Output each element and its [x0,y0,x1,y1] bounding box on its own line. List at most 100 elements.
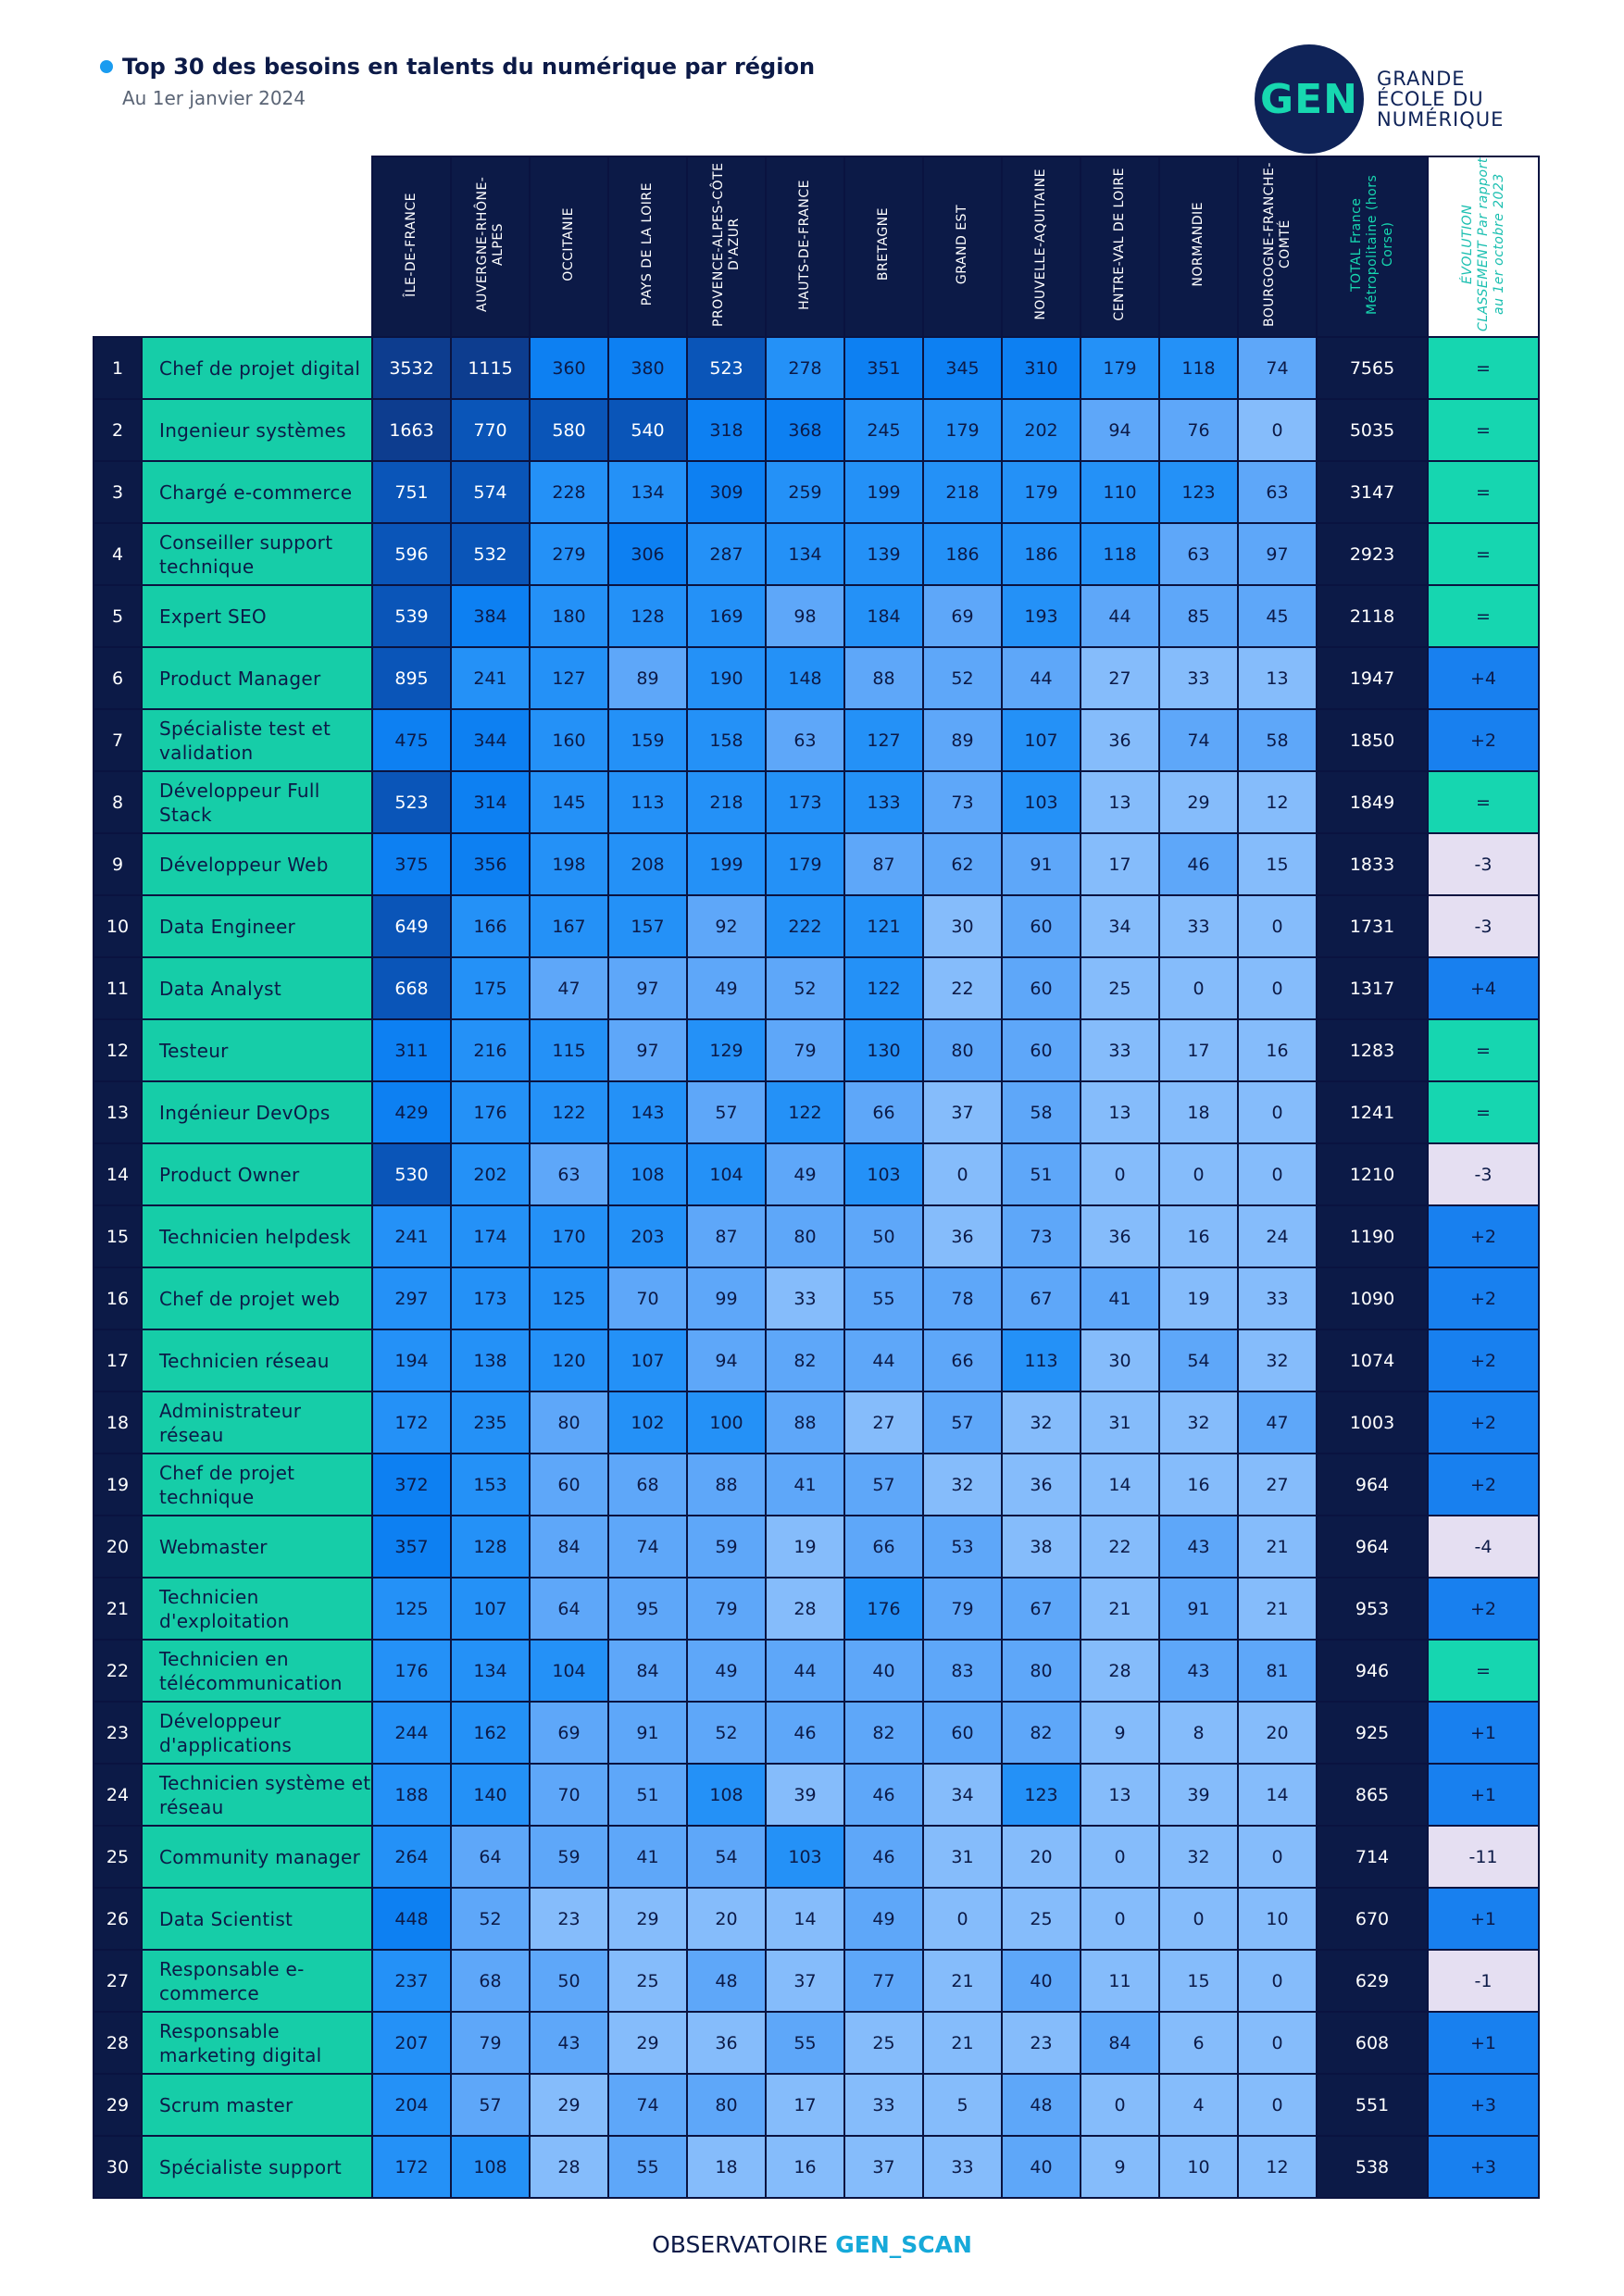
page-title: Top 30 des besoins en talents du numériq… [122,54,816,80]
job-title-cell: Webmaster [141,1515,373,1578]
table-row: 25 Community manager 264 64 59 41 54 103 46 31 20 0… [93,1825,1540,1889]
evolution-cell: -3 [1427,1142,1540,1206]
region-value-cell: 318 [686,398,767,462]
region-value-cell: 30 [922,894,1003,958]
region-value-cell: 13 [1237,646,1318,710]
evolution-cell: = [1427,398,1540,462]
region-value-cell: 32 [1158,1825,1239,1889]
region-value-cell: 207 [371,2011,452,2075]
region-value-cell: 0 [1080,2073,1160,2137]
region-value-cell: 3532 [371,336,452,400]
region-value-cell: 70 [529,1763,609,1827]
table-row: 22 Technicien en télécommunication 176 134 1… [93,1639,1540,1703]
region-value-cell: 115 [529,1018,609,1082]
region-value-cell: 344 [450,708,531,772]
region-value-cell: 580 [529,398,609,462]
job-title-cell: Développeur Full Stack [141,770,373,834]
region-value-cell: 33 [1237,1267,1318,1330]
region-value-cell: 0 [1080,1142,1160,1206]
region-value-cell: 113 [1001,1329,1081,1392]
region-header: PROVENCE-ALPES-CÔTE D'AZUR [686,156,767,338]
region-value-cell: 100 [686,1391,767,1454]
region-value-cell: 27 [843,1391,924,1454]
region-value-cell: 186 [922,522,1003,586]
evolution-cell: +4 [1427,646,1540,710]
region-value-cell: 82 [843,1701,924,1765]
region-value-cell: 179 [1080,336,1160,400]
region-header-label: BRETAGNE [876,207,891,281]
region-value-cell: 63 [1237,460,1318,524]
region-value-cell: 127 [529,646,609,710]
rank-cell: 28 [93,2011,143,2075]
region-value-cell: 0 [1158,956,1239,1020]
region-value-cell: 66 [922,1329,1003,1392]
region-value-cell: 123 [1158,460,1239,524]
region-value-cell: 9 [1080,1701,1160,1765]
region-value-cell: 176 [450,1080,531,1144]
job-title-cell: Technicien helpdesk [141,1204,373,1268]
region-value-cell: 122 [843,956,924,1020]
job-title-cell: Administrateur réseau [141,1391,373,1454]
region-value-cell: 29 [1158,770,1239,834]
region-value-cell: 53 [922,1515,1003,1578]
region-value-cell: 32 [1001,1391,1081,1454]
region-value-cell: 36 [1001,1453,1081,1516]
region-value-cell: 245 [843,398,924,462]
region-value-cell: 380 [607,336,688,400]
evolution-cell: +1 [1427,1887,1540,1951]
region-value-cell: 0 [1080,1887,1160,1951]
region-value-cell: 80 [922,1018,1003,1082]
job-title-cell: Chef de projet technique [141,1453,373,1516]
region-value-cell: 148 [765,646,845,710]
region-value-cell: 69 [529,1701,609,1765]
region-value-cell: 34 [1080,894,1160,958]
region-value-cell: 179 [1001,460,1081,524]
evolution-cell: +2 [1427,1453,1540,1516]
region-value-cell: 21 [1080,1577,1160,1641]
region-value-cell: 166 [450,894,531,958]
region-value-cell: 138 [450,1329,531,1392]
gen-logo: GEN GRANDE ÉCOLE DU NUMÉRIQUE [1255,44,1504,154]
evolution-cell: +1 [1427,1763,1540,1827]
table-row: 24 Technicien système et réseau 188 140 70 51… [93,1763,1540,1827]
region-value-cell: 218 [922,460,1003,524]
region-value-cell: 98 [765,584,845,648]
rank-cell: 20 [93,1515,143,1578]
region-value-cell: 25 [607,1949,688,2013]
region-value-cell: 372 [371,1453,452,1516]
table-row: 3 Chargé e-commerce 751 574 228 134 309 259 199 2… [93,460,1540,524]
region-value-cell: 52 [450,1887,531,1951]
job-title-cell: Technicien d'exploitation [141,1577,373,1641]
region-value-cell: 145 [529,770,609,834]
region-value-cell: 188 [371,1763,452,1827]
job-title-cell: Responsable e-commerce [141,1949,373,2013]
region-value-cell: 36 [922,1204,1003,1268]
evolution-cell: +2 [1427,1577,1540,1641]
job-title-cell: Chef de projet web [141,1267,373,1330]
evolution-cell: -3 [1427,894,1540,958]
logo-line-3: NUMÉRIQUE [1377,108,1505,131]
job-title-cell: Responsable marketing digital [141,2011,373,2075]
region-value-cell: 199 [843,460,924,524]
region-value-cell: 17 [765,2073,845,2137]
region-value-cell: 52 [765,956,845,1020]
region-value-cell: 60 [922,1701,1003,1765]
region-value-cell: 46 [765,1701,845,1765]
region-value-cell: 237 [371,1949,452,2013]
region-value-cell: 128 [607,584,688,648]
region-value-cell: 41 [765,1453,845,1516]
region-value-cell: 87 [843,832,924,896]
table-row: 20 Webmaster 357 128 84 74 59 19 66 53 38 22 43 21 964… [93,1515,1540,1578]
job-title-cell: Développeur d'applications [141,1701,373,1765]
evolution-cell: +2 [1427,1329,1540,1392]
region-value-cell: 0 [1237,956,1318,1020]
region-value-cell: 64 [529,1577,609,1641]
region-value-cell: 523 [686,336,767,400]
job-title-cell: Technicien en télécommunication [141,1639,373,1703]
table-row: 5 Expert SEO 539 384 180 128 169 98 184 69 193 44 85… [93,584,1540,648]
region-value-cell: 74 [1158,708,1239,772]
region-value-cell: 66 [843,1515,924,1578]
region-header-label: CENTRE-VAL DE LOIRE [1112,168,1127,321]
region-value-cell: 216 [450,1018,531,1082]
total-cell: 1947 [1316,646,1429,710]
